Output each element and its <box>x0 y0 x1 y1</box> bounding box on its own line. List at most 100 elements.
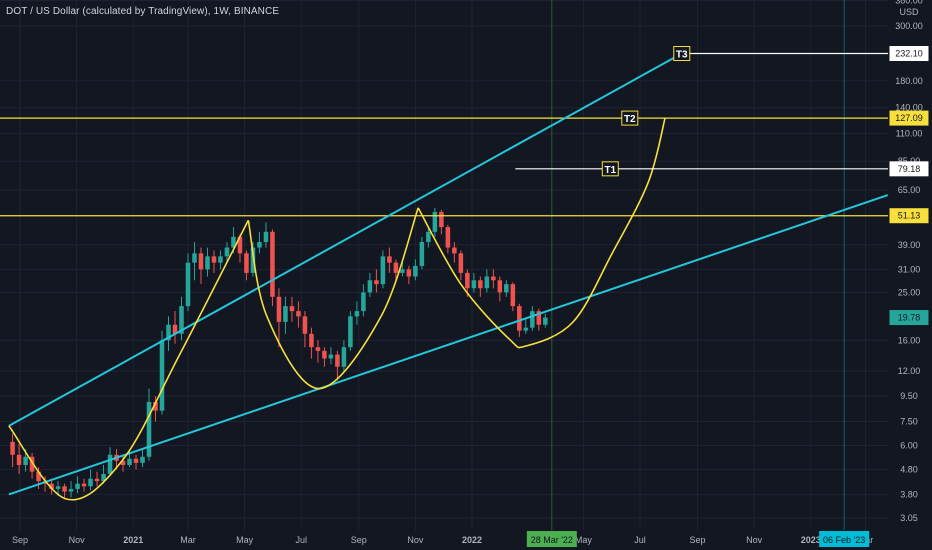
price-tag-label: 79.18 <box>898 164 921 174</box>
time-tick-label: Nov <box>69 535 86 545</box>
time-tick-label: Sep <box>12 535 28 545</box>
candle-body <box>224 247 230 257</box>
candle-body <box>374 280 379 285</box>
time-tick-label: May <box>575 535 593 545</box>
time-tick-label: Sep <box>690 535 706 545</box>
candle-body <box>29 456 35 472</box>
candle-body <box>94 478 100 482</box>
time-tick-label: Mar <box>180 535 196 545</box>
trendline <box>8 194 889 496</box>
time-tick-label: May <box>236 535 254 545</box>
candle-body <box>263 231 269 243</box>
target-labels: T3 T2 T1 <box>515 46 888 177</box>
price-tick-label: 3.05 <box>900 513 918 523</box>
price-tick-label: 65.00 <box>898 185 921 195</box>
price-tick-label: 180.00 <box>895 76 923 86</box>
candle-body <box>504 284 509 293</box>
candle-body <box>172 324 178 334</box>
candle-body <box>10 441 15 455</box>
price-tag-label: 19.78 <box>898 313 921 323</box>
candle-body <box>23 456 28 466</box>
price-tick-label: 4.80 <box>900 464 918 474</box>
time-tick-label: Jul <box>295 535 307 545</box>
target-box <box>601 161 619 177</box>
time-tick-label: 2023 <box>801 535 821 545</box>
date-marker-label: 28 Mar '22 <box>531 535 573 545</box>
price-tag-label: 232.10 <box>895 49 923 59</box>
candle-body <box>153 401 158 411</box>
date-marker-label: 06 Feb '23 <box>823 535 865 545</box>
candle-body <box>400 269 405 273</box>
candle-body <box>413 265 418 277</box>
candle-body <box>426 231 431 243</box>
price-tick-label: 300.00 <box>895 21 923 31</box>
price-tick-label: 3.80 <box>900 489 918 499</box>
candle-body <box>270 231 275 297</box>
cup-handle-curve <box>417 117 666 349</box>
price-unit-label: USD <box>899 7 919 17</box>
candle-body <box>497 280 503 293</box>
target-label: T2 <box>624 114 636 125</box>
price-tag-label: 127.09 <box>895 113 923 123</box>
candle-body <box>283 306 288 322</box>
candle-body <box>452 247 457 254</box>
price-axis[interactable]: 3.05 3.80 4.80 6.00 7.50 9.50 12.00 16.00 25.00 3… <box>895 0 923 523</box>
candle-body <box>322 350 327 359</box>
price-tick-label: 85.00 <box>898 156 921 166</box>
candle-body <box>536 311 542 325</box>
time-tick-label: 2022 <box>462 535 482 545</box>
candle-body <box>361 292 366 312</box>
candle-body <box>341 347 347 367</box>
time-tick-label: Nov <box>407 535 424 545</box>
candle-body <box>445 227 451 248</box>
time-tick-label: Nov <box>746 535 763 545</box>
candle-body <box>88 478 93 487</box>
time-axis[interactable]: Sep Nov 2021 Mar May Jul Sep Nov 2022 May Jul Sep No… <box>12 531 873 547</box>
candle-body <box>127 458 132 466</box>
cup-handle-curve <box>247 207 419 390</box>
candle-body <box>75 483 80 489</box>
price-tag-badge <box>889 161 929 177</box>
candle-body <box>250 247 256 273</box>
price-tick-label: 39.00 <box>898 240 921 250</box>
price-tick-label: 110.00 <box>896 129 923 139</box>
candle-body <box>510 284 516 307</box>
candle-body <box>218 256 223 263</box>
candle-body <box>393 262 399 273</box>
price-tag-badge <box>889 208 929 224</box>
candle-body <box>296 311 301 317</box>
candle-body <box>302 316 308 334</box>
price-tag-label: 51.13 <box>898 211 921 221</box>
candle-body <box>517 306 522 331</box>
candle-body <box>257 242 262 248</box>
price-tick-label: 12.00 <box>898 366 921 376</box>
candle-body <box>55 486 61 489</box>
price-tick-label: 31.00 <box>898 264 921 274</box>
price-tags: 232.10 127.09 79.18 51.13 19.78 <box>889 46 929 326</box>
candle-body <box>159 340 165 411</box>
candle-body <box>387 256 392 263</box>
chart-drawings <box>0 52 889 501</box>
candle-body <box>406 269 412 277</box>
candle-body <box>185 262 191 307</box>
price-tick-label: 9.50 <box>900 391 918 401</box>
candle-body <box>328 354 334 359</box>
candle-body <box>367 280 373 293</box>
candle-body <box>348 316 353 348</box>
candle-body <box>478 280 483 289</box>
candle-body <box>484 276 490 289</box>
price-tick-label: 7.50 <box>900 417 918 427</box>
price-tick-label: 6.00 <box>900 440 918 450</box>
candle-body <box>16 454 22 466</box>
price-tick-label: 25.00 <box>898 287 921 297</box>
candle-body <box>523 327 529 331</box>
chart-grid <box>0 0 888 530</box>
candle-body <box>458 253 464 273</box>
candle-body <box>354 311 360 317</box>
time-tick-label: Jul <box>634 535 646 545</box>
candle-body <box>244 253 249 273</box>
date-marker-badge <box>526 531 577 547</box>
candle-body <box>335 354 340 367</box>
candle-body <box>62 486 67 492</box>
